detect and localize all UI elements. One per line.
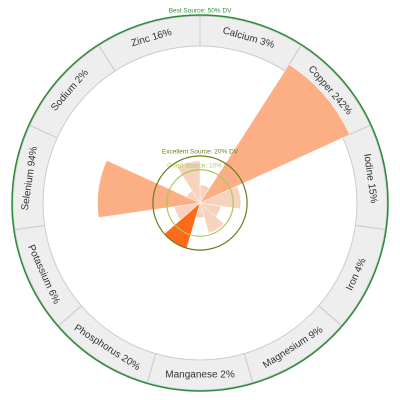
ring-segment-zinc [98,15,201,72]
value-wedge-iodine [199,185,241,210]
threshold-label-50: Best Source: 50% DV [169,8,233,15]
nutrient-label-manganese: Manganese 2% [165,370,235,381]
value-wedge-selenium [97,160,201,218]
value-wedges [97,64,351,249]
threshold-label-20: Excellent Source: 20% DV [162,148,239,155]
threshold-circle-20 [152,155,248,251]
value-wedge-zinc [176,160,201,204]
value-wedge-magnesium [199,202,225,234]
threshold-circle-50 [11,14,389,392]
threshold-circles: Good Source: 10% DV Excellent Source: 20%… [11,8,389,392]
threshold-circle-10 [166,169,234,237]
threshold-label-10: Good Source: 10% DV [167,162,233,169]
value-wedge-copper [199,64,351,204]
label-ring [12,15,388,391]
